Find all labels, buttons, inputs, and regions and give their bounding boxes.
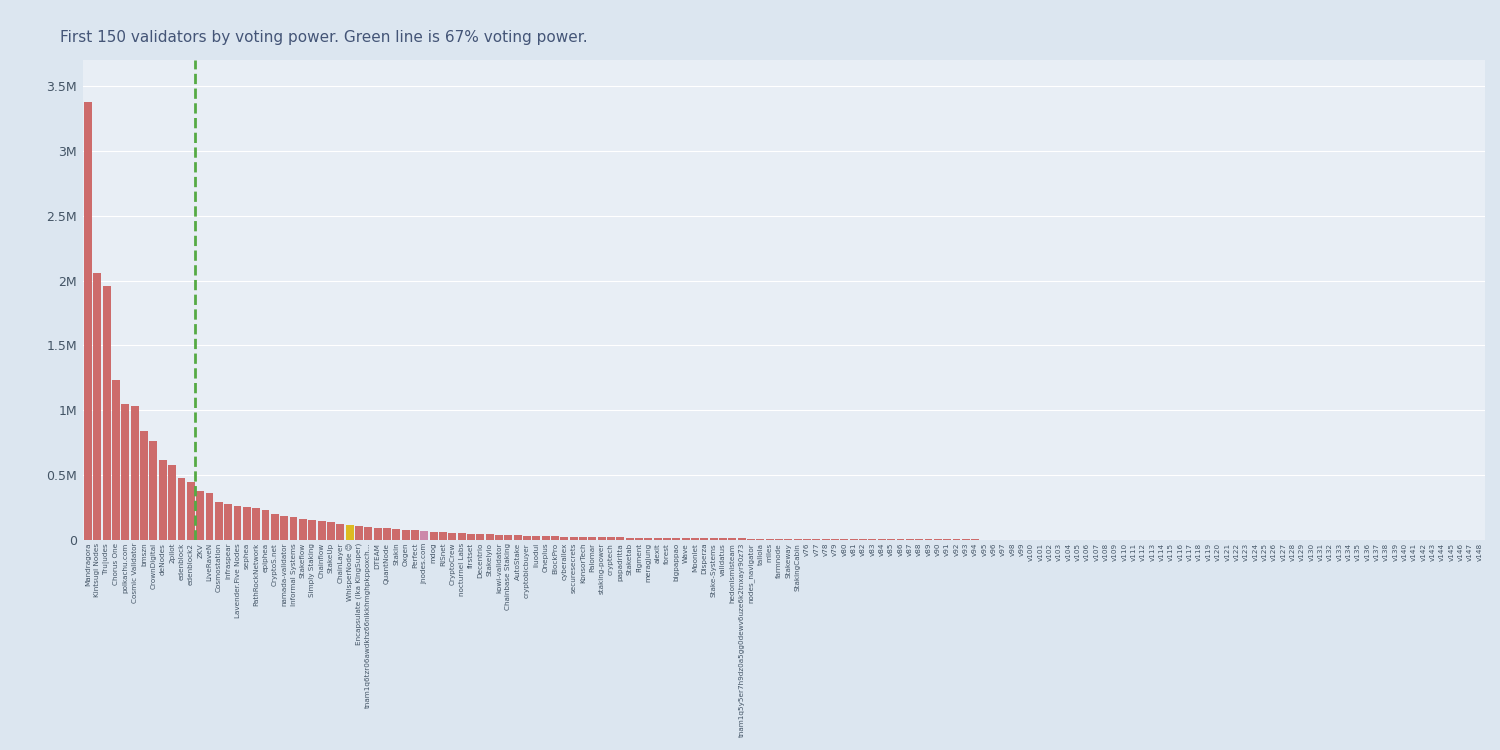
- Bar: [831, 539, 839, 540]
- Bar: [822, 539, 830, 540]
- Bar: [429, 532, 438, 540]
- Bar: [570, 537, 578, 540]
- Bar: [411, 530, 419, 540]
- Bar: [672, 538, 681, 540]
- Bar: [634, 538, 644, 540]
- Bar: [150, 442, 158, 540]
- Bar: [561, 537, 568, 540]
- Bar: [196, 490, 204, 540]
- Bar: [616, 538, 624, 540]
- Bar: [542, 536, 549, 540]
- Bar: [364, 527, 372, 540]
- Bar: [272, 514, 279, 540]
- Text: First 150 validators by voting power. Green line is 67% voting power.: First 150 validators by voting power. Gr…: [60, 30, 588, 45]
- Bar: [188, 482, 195, 540]
- Bar: [440, 532, 447, 540]
- Bar: [784, 538, 792, 540]
- Bar: [252, 509, 260, 540]
- Bar: [458, 533, 465, 540]
- Bar: [112, 380, 120, 540]
- Bar: [532, 536, 540, 540]
- Bar: [224, 504, 232, 540]
- Bar: [122, 404, 129, 540]
- Bar: [243, 507, 250, 540]
- Bar: [140, 431, 148, 540]
- Bar: [345, 525, 354, 540]
- Bar: [859, 539, 867, 540]
- Bar: [878, 539, 886, 540]
- Bar: [356, 526, 363, 540]
- Bar: [794, 538, 801, 540]
- Bar: [802, 539, 812, 540]
- Bar: [608, 537, 615, 540]
- Bar: [813, 539, 820, 540]
- Bar: [104, 286, 111, 540]
- Bar: [382, 528, 392, 540]
- Bar: [327, 523, 334, 540]
- Bar: [84, 101, 92, 540]
- Bar: [280, 516, 288, 540]
- Bar: [738, 538, 746, 540]
- Bar: [718, 538, 728, 540]
- Bar: [177, 478, 186, 540]
- Bar: [420, 531, 428, 540]
- Bar: [393, 530, 400, 540]
- Bar: [729, 538, 736, 540]
- Bar: [261, 509, 270, 540]
- Bar: [448, 532, 456, 540]
- Bar: [477, 534, 484, 540]
- Bar: [626, 538, 633, 540]
- Bar: [336, 524, 344, 540]
- Bar: [130, 406, 140, 540]
- Bar: [700, 538, 708, 540]
- Bar: [756, 538, 765, 540]
- Bar: [681, 538, 690, 540]
- Bar: [597, 537, 606, 540]
- Bar: [168, 465, 176, 540]
- Bar: [93, 273, 102, 540]
- Bar: [298, 518, 307, 540]
- Bar: [710, 538, 717, 540]
- Bar: [579, 537, 586, 540]
- Bar: [692, 538, 699, 540]
- Bar: [318, 521, 326, 540]
- Bar: [466, 533, 476, 540]
- Bar: [495, 535, 502, 540]
- Bar: [206, 494, 213, 540]
- Bar: [645, 538, 652, 540]
- Bar: [234, 506, 242, 540]
- Bar: [840, 539, 849, 540]
- Bar: [308, 520, 316, 540]
- Bar: [776, 538, 783, 540]
- Bar: [663, 538, 670, 540]
- Bar: [214, 503, 223, 540]
- Bar: [550, 536, 560, 540]
- Bar: [747, 538, 754, 540]
- Bar: [513, 536, 522, 540]
- Bar: [486, 534, 494, 540]
- Bar: [504, 535, 513, 540]
- Bar: [588, 537, 597, 540]
- Bar: [524, 536, 531, 540]
- Bar: [159, 460, 166, 540]
- Bar: [290, 518, 297, 540]
- Bar: [374, 528, 381, 540]
- Bar: [766, 538, 774, 540]
- Bar: [868, 539, 876, 540]
- Bar: [402, 530, 410, 540]
- Bar: [654, 538, 662, 540]
- Bar: [850, 539, 858, 540]
